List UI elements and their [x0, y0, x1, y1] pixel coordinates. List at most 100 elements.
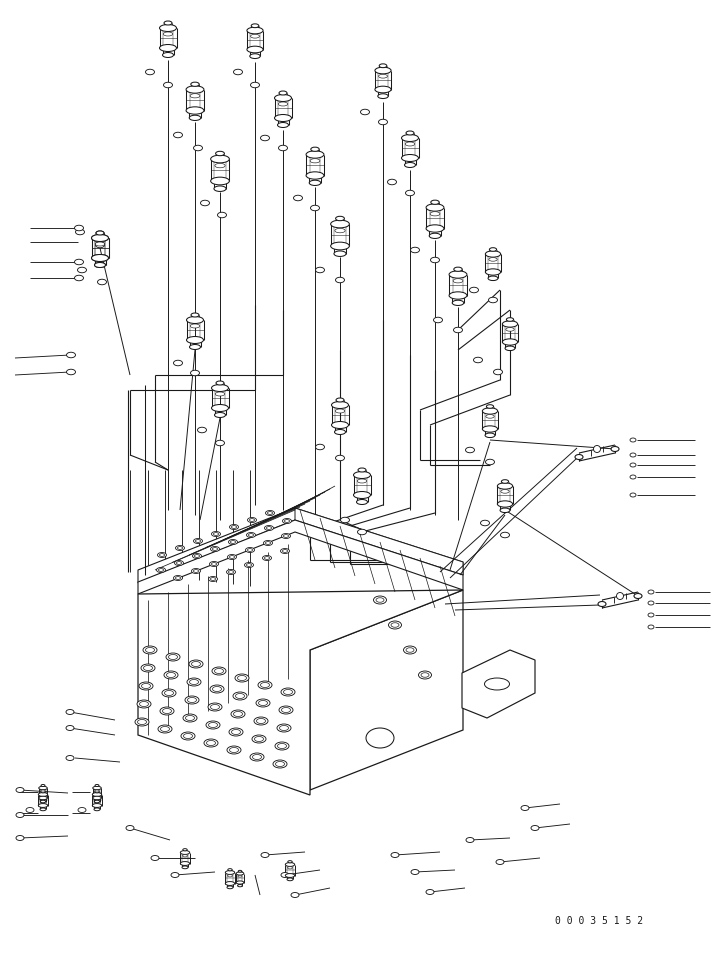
Ellipse shape	[306, 172, 324, 179]
Ellipse shape	[426, 225, 444, 232]
Ellipse shape	[211, 532, 221, 536]
Circle shape	[616, 593, 623, 599]
Ellipse shape	[40, 796, 45, 799]
Ellipse shape	[228, 869, 232, 871]
Ellipse shape	[206, 741, 216, 746]
Ellipse shape	[454, 327, 462, 333]
Ellipse shape	[173, 360, 183, 366]
Ellipse shape	[211, 547, 219, 552]
Ellipse shape	[403, 646, 416, 654]
Ellipse shape	[257, 719, 265, 724]
Ellipse shape	[480, 520, 490, 526]
Ellipse shape	[388, 621, 401, 629]
Ellipse shape	[486, 404, 494, 408]
Ellipse shape	[375, 67, 391, 74]
Ellipse shape	[39, 786, 47, 790]
Ellipse shape	[231, 710, 245, 718]
Ellipse shape	[405, 163, 416, 167]
Ellipse shape	[175, 560, 183, 566]
Ellipse shape	[216, 441, 224, 445]
Ellipse shape	[376, 598, 384, 602]
Ellipse shape	[485, 459, 495, 465]
Ellipse shape	[335, 228, 345, 233]
Ellipse shape	[92, 793, 101, 796]
Ellipse shape	[186, 337, 203, 343]
Ellipse shape	[247, 549, 252, 552]
Ellipse shape	[186, 316, 203, 323]
Ellipse shape	[75, 259, 83, 265]
Ellipse shape	[280, 549, 290, 554]
Ellipse shape	[209, 576, 218, 581]
Ellipse shape	[94, 800, 100, 803]
Ellipse shape	[193, 570, 198, 573]
Ellipse shape	[141, 664, 155, 672]
Ellipse shape	[489, 257, 498, 261]
Ellipse shape	[377, 94, 388, 98]
Ellipse shape	[227, 554, 237, 559]
Ellipse shape	[449, 292, 467, 299]
Ellipse shape	[211, 705, 219, 709]
Ellipse shape	[226, 570, 236, 575]
Ellipse shape	[255, 736, 263, 742]
Ellipse shape	[94, 808, 100, 811]
Ellipse shape	[157, 553, 167, 557]
Ellipse shape	[630, 453, 636, 457]
Ellipse shape	[429, 233, 441, 238]
Ellipse shape	[375, 86, 391, 93]
Ellipse shape	[186, 86, 204, 93]
Ellipse shape	[247, 564, 252, 566]
Ellipse shape	[144, 665, 152, 670]
Ellipse shape	[225, 871, 234, 875]
Ellipse shape	[358, 468, 366, 472]
Polygon shape	[310, 590, 463, 790]
Ellipse shape	[168, 655, 178, 660]
Ellipse shape	[225, 881, 234, 885]
Ellipse shape	[411, 870, 419, 875]
Ellipse shape	[283, 534, 288, 537]
Ellipse shape	[431, 200, 439, 205]
Ellipse shape	[183, 714, 197, 722]
Ellipse shape	[287, 878, 293, 880]
Ellipse shape	[201, 200, 209, 206]
Ellipse shape	[262, 555, 272, 560]
Ellipse shape	[40, 808, 46, 811]
Ellipse shape	[406, 142, 415, 146]
Ellipse shape	[236, 872, 244, 875]
Ellipse shape	[229, 728, 243, 736]
Ellipse shape	[211, 177, 229, 185]
Ellipse shape	[75, 275, 83, 281]
Ellipse shape	[160, 727, 170, 731]
Ellipse shape	[96, 242, 105, 246]
Ellipse shape	[190, 680, 198, 684]
Ellipse shape	[91, 234, 109, 242]
Ellipse shape	[275, 95, 291, 101]
Ellipse shape	[183, 849, 187, 851]
Ellipse shape	[191, 370, 199, 376]
Ellipse shape	[227, 886, 233, 889]
Ellipse shape	[453, 279, 463, 283]
Ellipse shape	[238, 870, 242, 872]
Ellipse shape	[215, 163, 225, 168]
Ellipse shape	[470, 287, 479, 293]
Ellipse shape	[278, 744, 286, 749]
Ellipse shape	[229, 539, 237, 545]
Ellipse shape	[235, 674, 249, 682]
Ellipse shape	[166, 653, 180, 661]
Ellipse shape	[229, 525, 239, 530]
Ellipse shape	[237, 676, 247, 681]
Ellipse shape	[391, 622, 399, 627]
Ellipse shape	[503, 338, 518, 345]
Ellipse shape	[505, 346, 515, 351]
Ellipse shape	[209, 561, 219, 567]
Ellipse shape	[331, 422, 349, 428]
Ellipse shape	[182, 866, 188, 869]
Ellipse shape	[500, 532, 510, 538]
Ellipse shape	[94, 263, 106, 268]
Ellipse shape	[188, 698, 196, 703]
Ellipse shape	[208, 703, 222, 711]
Ellipse shape	[311, 206, 319, 210]
Ellipse shape	[426, 889, 434, 895]
Ellipse shape	[488, 297, 498, 303]
Ellipse shape	[16, 813, 24, 817]
Ellipse shape	[211, 384, 229, 392]
